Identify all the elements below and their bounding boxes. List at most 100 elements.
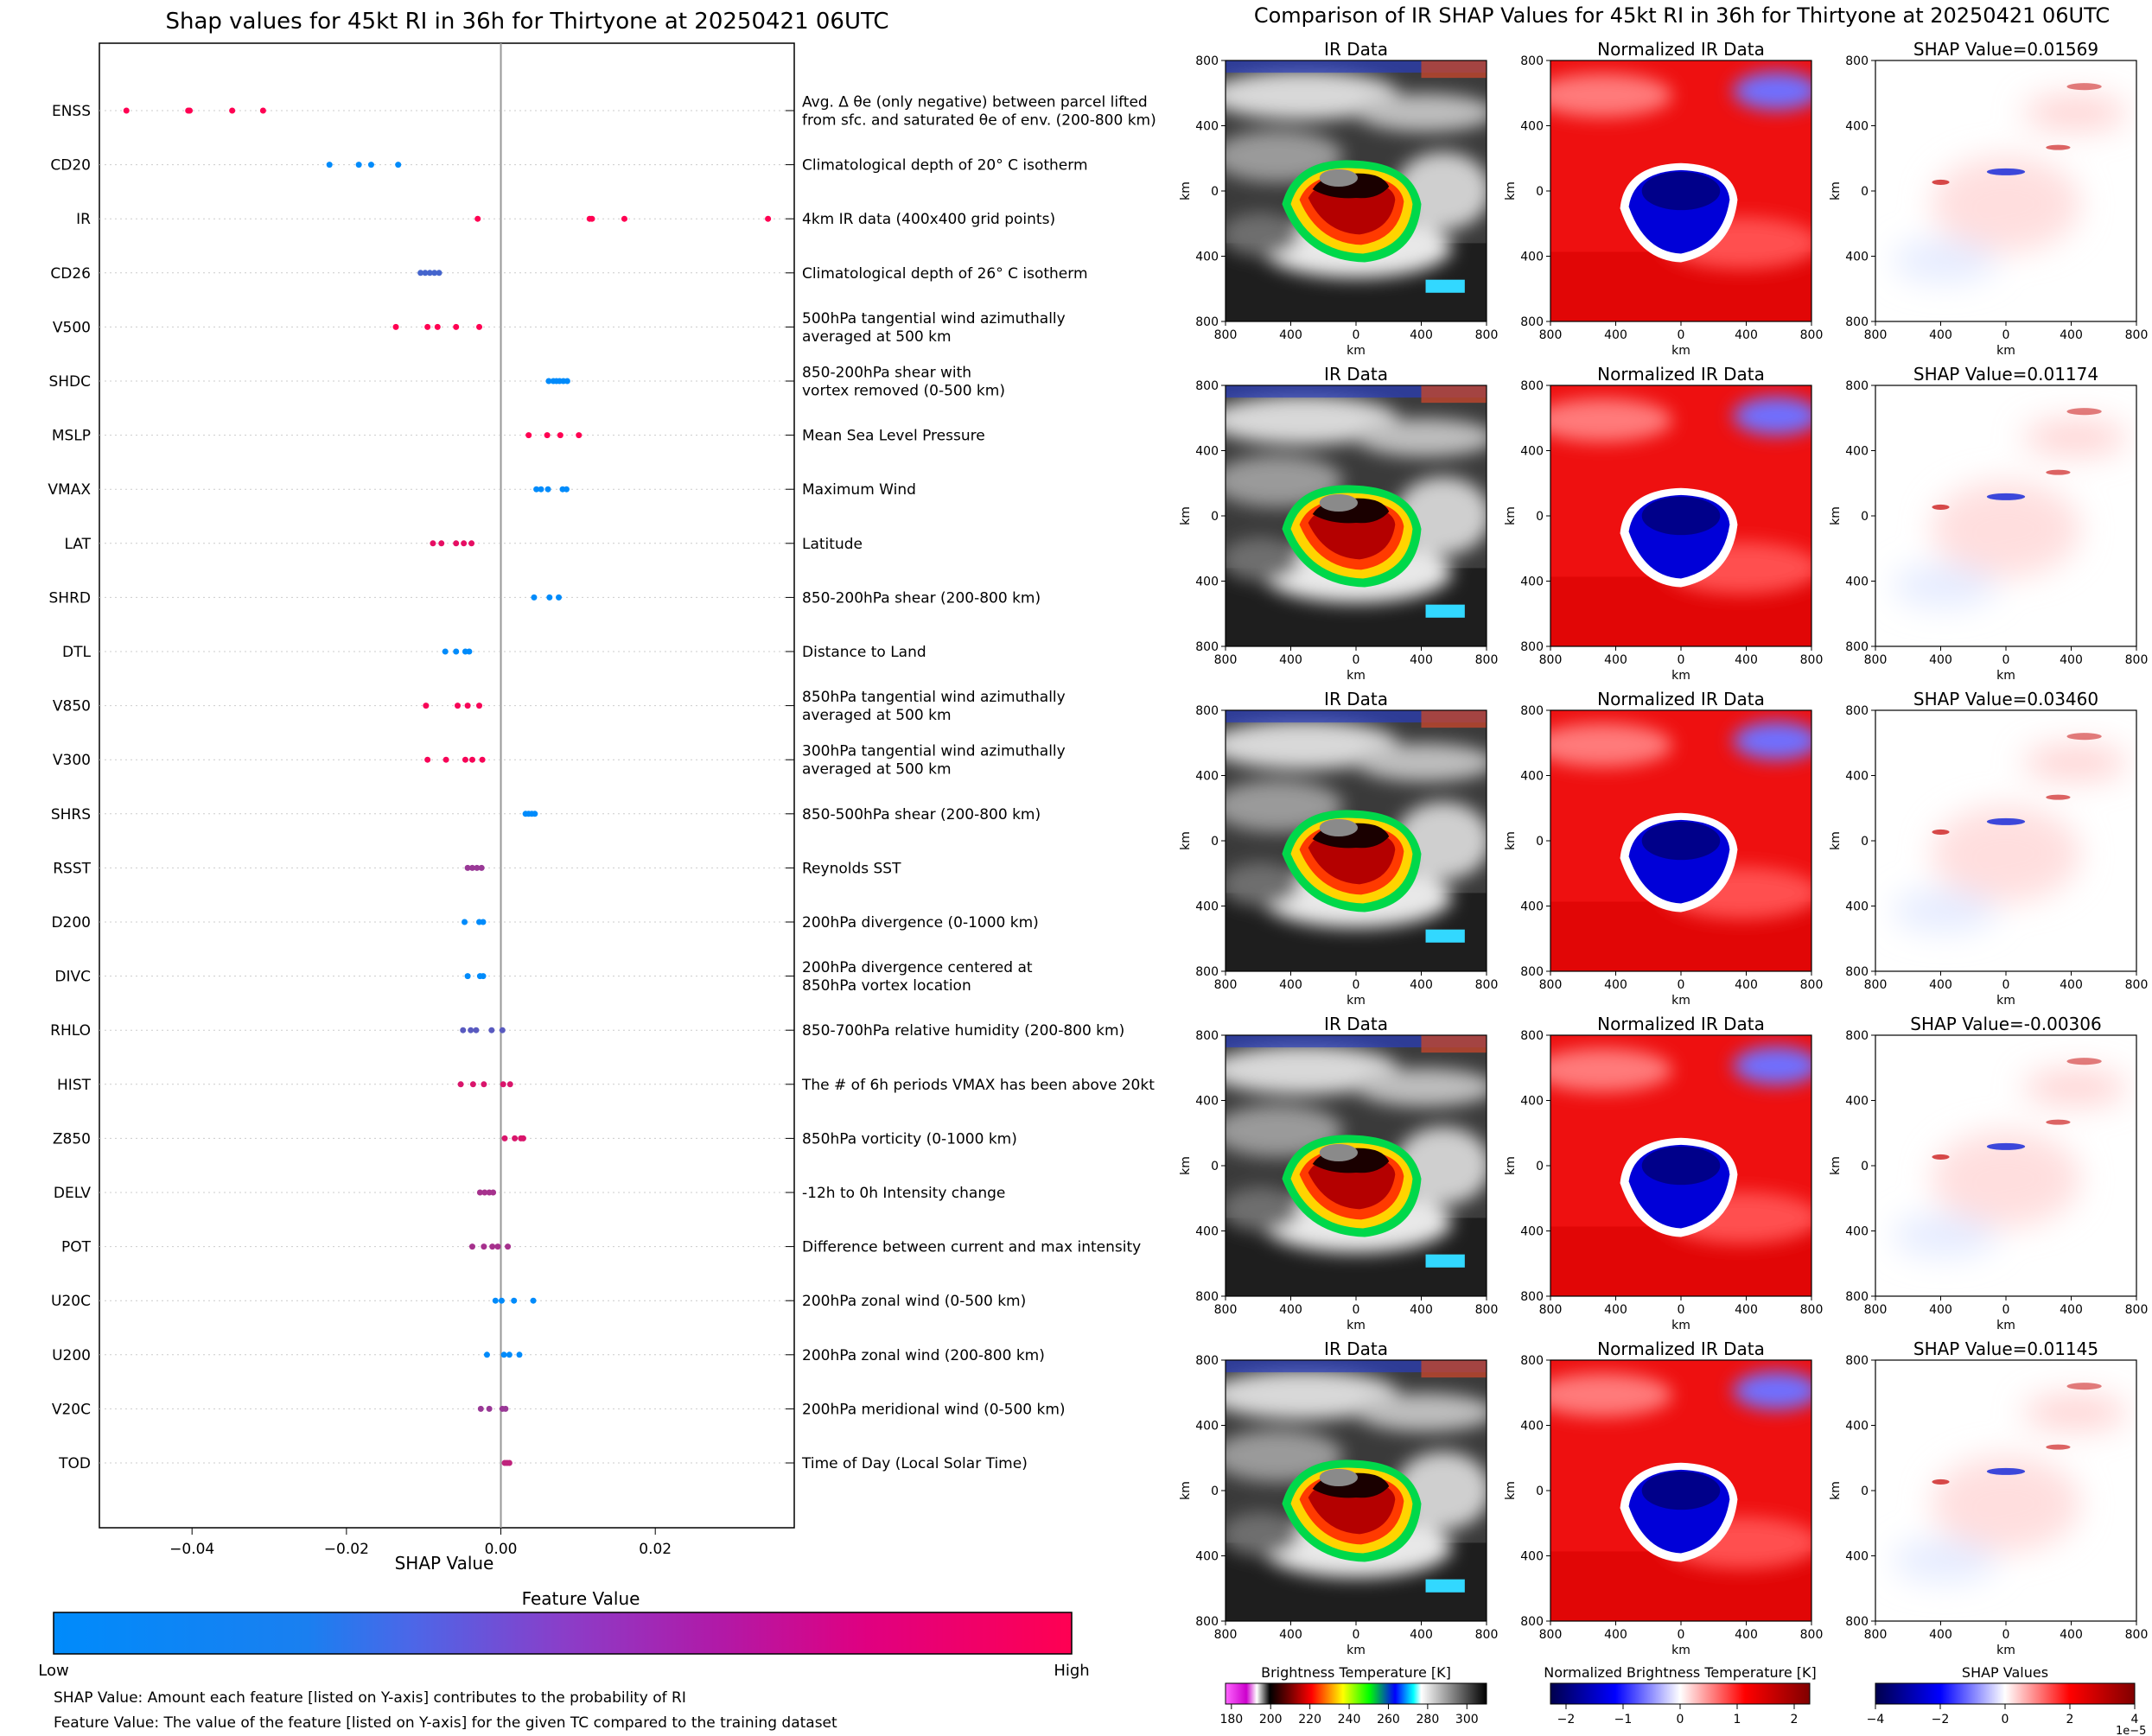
panel-x-tick-label: 400	[1604, 328, 1627, 342]
feature-description: 850hPa tangential wind azimuthally	[802, 689, 1066, 706]
panel-x-label: km	[1671, 669, 1690, 683]
ir-image	[1208, 710, 1495, 971]
panel-y-tick-label: 0	[1861, 835, 1869, 849]
panel-x-tick-label: 800	[1864, 328, 1888, 342]
shap-point	[477, 1405, 484, 1412]
panel-x-tick-label: 800	[1800, 653, 1824, 667]
shap-point	[423, 703, 430, 709]
feature-label: U20C	[51, 1293, 91, 1310]
shap-point	[546, 594, 553, 601]
panel-x-tick-label: 400	[2060, 1303, 2083, 1317]
panel-x-tick-label: 0	[2002, 978, 2010, 992]
panel-y-tick-label: 400	[1845, 1420, 1869, 1434]
shap-x-axis: −0.04 −0.02 0.00 0.02	[169, 1528, 672, 1558]
panel-x-tick-label: 400	[2060, 328, 2083, 342]
feature-label: RSST	[53, 860, 91, 877]
shap-point	[501, 1135, 508, 1141]
shap-point	[468, 864, 475, 871]
panel-y-tick-label: 0	[1536, 510, 1544, 524]
panel-y-label: km	[1504, 831, 1518, 850]
shap-point	[621, 215, 627, 222]
shap-point	[453, 648, 460, 655]
panel-y-tick-label: 800	[1520, 965, 1544, 979]
panel-x-tick-label: 0	[1678, 653, 1685, 667]
colorbar-tick-label: 280	[1417, 1713, 1440, 1726]
panel-title: SHAP Value=0.01145	[1913, 1339, 2098, 1359]
panel-x-tick-label: 0	[1353, 1303, 1360, 1317]
shap-point	[367, 162, 374, 169]
panel: Normalized IR Data8008004004000040040080…	[1504, 689, 1823, 1008]
panel-x-tick-label: 800	[1214, 653, 1238, 667]
feature-label: CD26	[50, 265, 91, 283]
feature-description: 4km IR data (400x400 grid points)	[802, 211, 1055, 228]
shap-point	[488, 1027, 495, 1033]
feature-description: Difference between current and max inten…	[802, 1239, 1141, 1256]
panel-x-tick-label: 800	[1800, 978, 1824, 992]
shap-point	[516, 1351, 523, 1358]
panel-x-tick-label: 0	[1353, 978, 1360, 992]
shap-point	[326, 162, 333, 169]
shap-point	[505, 1243, 512, 1250]
panel-y-tick-label: 800	[1845, 1354, 1869, 1368]
feature-description: 200hPa divergence centered at	[802, 959, 1033, 976]
colorbar-tick-label: −4	[1867, 1713, 1885, 1726]
panel-y-tick-label: 800	[1520, 1354, 1544, 1368]
panel-x-tick-label: 800	[2125, 1303, 2149, 1317]
panel-x-tick-label: 800	[1214, 1303, 1238, 1317]
panel-x-tick-label: 0	[1678, 328, 1685, 342]
shap-point	[479, 756, 486, 763]
panel-y-tick-label: 400	[1520, 575, 1544, 589]
shap-point	[486, 1405, 493, 1412]
panel-x-tick-label: 400	[1735, 978, 1758, 992]
panel-y-tick-label: 0	[1211, 185, 1219, 199]
panel-y-tick-label: 800	[1195, 1029, 1219, 1043]
shap-point	[519, 1135, 526, 1141]
feature-label: IR	[76, 211, 91, 228]
colorbar-tick-label: 2	[2066, 1713, 2074, 1726]
panel-title: Normalized IR Data	[1597, 1014, 1765, 1034]
feature-description: Distance to Land	[802, 644, 926, 661]
panel-title: Normalized IR Data	[1597, 364, 1765, 385]
panel-y-label: km	[1829, 1481, 1843, 1500]
colorbar-tick-label: 220	[1298, 1713, 1321, 1726]
panel-x-tick-label: 800	[2125, 978, 2149, 992]
feature-rows: ENSS Avg. Δ θe (only negative) between pa…	[48, 43, 1156, 1528]
shap-point	[468, 1027, 474, 1033]
panel-x-tick-label: 400	[1929, 653, 1952, 667]
shap-point	[532, 811, 538, 817]
panel-y-tick-label: 800	[1845, 315, 1869, 329]
shap-point	[525, 432, 532, 439]
shap-point	[474, 215, 481, 222]
panel-x-label: km	[1347, 994, 1366, 1008]
feature-value-colorbar	[53, 1612, 1073, 1655]
panel-y-tick-label: 800	[1195, 640, 1219, 654]
shap-point	[424, 756, 431, 763]
panel-x-tick-label: 800	[1475, 1628, 1499, 1642]
feature-label: CD20	[50, 157, 91, 175]
feature-description: 850hPa vorticity (0-1000 km)	[802, 1130, 1017, 1148]
panel-x-tick-label: 0	[1678, 1303, 1685, 1317]
normalized-ir-image	[1533, 1035, 1820, 1296]
panel-x-tick-label: 400	[1735, 653, 1758, 667]
shap-point	[468, 540, 475, 547]
feature-label: U200	[52, 1347, 91, 1364]
panel-x-tick-label: 800	[1475, 1303, 1499, 1317]
shap-point	[506, 1351, 513, 1358]
panel-x-tick-label: 0	[2002, 1303, 2010, 1317]
shap-point	[468, 756, 475, 763]
feature-description: Mean Sea Level Pressure	[802, 428, 985, 445]
shap-point	[512, 1135, 519, 1141]
panel-x-tick-label: 400	[1929, 328, 1952, 342]
panel-title: SHAP Value=0.03460	[1913, 689, 2098, 709]
panel-x-tick-label: 800	[1539, 1303, 1563, 1317]
panel-x-tick-label: 400	[1410, 1628, 1433, 1642]
panel-x-tick-label: 800	[1539, 1628, 1563, 1642]
shap-point	[544, 486, 551, 493]
panel-x-tick-label: 0	[1678, 978, 1685, 992]
panel-x-label: km	[1671, 1319, 1690, 1332]
feature-label: DTL	[62, 644, 91, 661]
shap-point	[476, 1189, 483, 1196]
panel-x-label: km	[1996, 994, 2015, 1008]
shap-point	[481, 1189, 488, 1196]
panel-y-tick-label: 800	[1520, 54, 1544, 68]
